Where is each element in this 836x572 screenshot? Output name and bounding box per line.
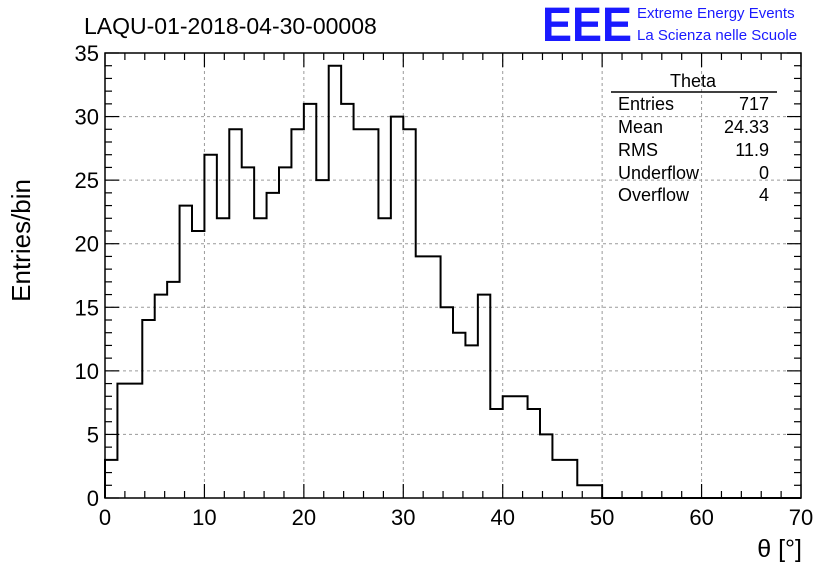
- eee-logo-mark: EEE: [542, 0, 632, 52]
- y-tick-label: 30: [75, 105, 99, 130]
- plot-frame: [104, 52, 802, 499]
- stats-label-underflow: Underflow: [618, 163, 700, 183]
- x-tick-label: 10: [192, 505, 216, 530]
- x-axis-label: θ [°]: [757, 535, 802, 563]
- x-tick-label: 40: [490, 505, 514, 530]
- stats-label-mean: Mean: [618, 117, 663, 137]
- stats-value-mean: 24.33: [724, 117, 769, 137]
- x-tick-label: 30: [391, 505, 415, 530]
- stats-label-overflow: Overflow: [618, 185, 690, 205]
- x-tick-label: 20: [292, 505, 316, 530]
- y-tick-label: 5: [87, 422, 99, 447]
- grid-lines: [105, 53, 801, 498]
- stats-label-entries: Entries: [618, 94, 674, 114]
- y-tick-label: 0: [87, 486, 99, 511]
- eee-logo-line2: La Scienza nelle Scuole: [637, 27, 797, 44]
- x-tick-label: 60: [689, 505, 713, 530]
- eee-logo: EEE Extreme Energy Events La Scienza nel…: [542, 0, 797, 52]
- x-tick-label: 0: [99, 505, 111, 530]
- stats-value-overflow: 4: [759, 185, 769, 205]
- chart-title: LAQU-01-2018-04-30-00008: [84, 13, 377, 39]
- stats-value-rms: 11.9: [735, 140, 769, 160]
- x-tick-label: 70: [789, 505, 813, 530]
- y-axis-label: Entries/bin: [6, 179, 36, 302]
- y-tick-label: 20: [75, 232, 99, 257]
- y-tick-label: 10: [75, 359, 99, 384]
- x-tick-label: 50: [590, 505, 614, 530]
- eee-logo-line1: Extreme Energy Events: [637, 5, 795, 22]
- stats-box: Theta Entries 717 Mean 24.33 RMS 11.9 Un…: [611, 71, 777, 205]
- y-tick-label: 35: [75, 41, 99, 66]
- stats-label-rms: RMS: [618, 140, 658, 160]
- histogram-line: [104, 64, 801, 499]
- y-tick-label: 25: [75, 168, 99, 193]
- stats-value-entries: 717: [739, 94, 769, 114]
- y-tick-label: 15: [75, 295, 99, 320]
- stats-title: Theta: [670, 71, 717, 91]
- axis-ticks: [104, 52, 802, 499]
- stats-value-underflow: 0: [759, 163, 769, 183]
